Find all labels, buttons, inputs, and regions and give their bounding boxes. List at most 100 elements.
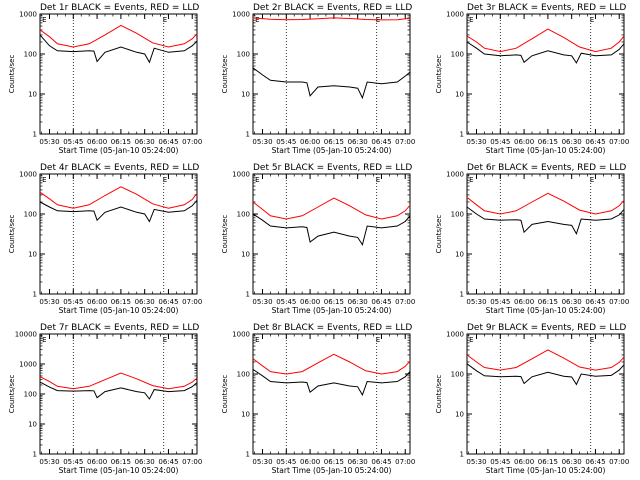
chart-title: Det 5r BLACK = Events, RED = LLD xyxy=(253,163,412,173)
eclipse-marker: E xyxy=(255,16,259,24)
x-axis-label: Start Time (05-Jan-10 05:24:00) xyxy=(272,306,392,315)
eclipse-marker: E xyxy=(163,16,167,24)
series-line-events xyxy=(39,34,198,64)
eclipse-marker: E xyxy=(42,16,46,24)
y-axis-label: Counts/sec xyxy=(435,215,443,254)
x-tick-label: 06:00 xyxy=(514,458,534,466)
x-tick-label: 06:30 xyxy=(562,138,582,146)
x-tick-label: 06:30 xyxy=(135,298,155,306)
x-tick-label: 06:30 xyxy=(135,138,155,146)
series-line-lld xyxy=(252,353,411,375)
x-tick-label: 06:30 xyxy=(562,298,582,306)
y-tick-label: 1000 xyxy=(232,11,250,19)
eclipse-marker: E xyxy=(42,336,46,344)
eclipse-marker: E xyxy=(376,336,380,344)
y-tick-label: 1000 xyxy=(19,171,37,179)
x-axis-label: Start Time (05-Jan-10 05:24:00) xyxy=(486,146,606,155)
x-tick-label: 05:30 xyxy=(252,138,272,146)
x-tick-label: 05:45 xyxy=(276,138,296,146)
series-line-events xyxy=(252,67,411,100)
x-axis-label: Start Time (05-Jan-10 05:24:00) xyxy=(272,466,392,475)
eclipse-marker: E xyxy=(255,336,259,344)
y-tick-label: 10 xyxy=(28,421,37,429)
x-tick-label: 06:45 xyxy=(158,138,178,146)
x-tick-label: 05:45 xyxy=(490,458,510,466)
x-axis-label: Start Time (05-Jan-10 05:24:00) xyxy=(486,306,606,315)
x-tick-label: 06:30 xyxy=(348,138,368,146)
chart-title: Det 3r BLACK = Events, RED = LLD xyxy=(467,3,626,13)
series-line-lld xyxy=(466,28,625,53)
y-tick-label: 10 xyxy=(455,91,464,99)
chart-title: Det 2r BLACK = Events, RED = LLD xyxy=(253,3,412,13)
x-tick-label: 06:15 xyxy=(538,138,558,146)
series-line-events xyxy=(39,381,198,400)
x-axis-label: Start Time (05-Jan-10 05:24:00) xyxy=(272,146,392,155)
y-tick-label: 1 xyxy=(246,451,250,459)
chart-panel-1: Det 1r BLACK = Events, RED = LLD E E 1 10 100… xyxy=(8,3,202,155)
y-tick-label: 100 xyxy=(24,391,37,399)
y-tick-label: 100 xyxy=(24,51,37,59)
y-tick-label: 100 xyxy=(237,211,250,219)
x-tick-label: 06:45 xyxy=(585,298,605,306)
y-tick-label: 1 xyxy=(246,131,250,139)
x-tick-label: 05:45 xyxy=(490,298,510,306)
chart-panel-7: Det 7r BLACK = Events, RED = LLD E E 1 10 100… xyxy=(8,323,202,475)
x-tick-label: 06:30 xyxy=(348,458,368,466)
x-tick-label: 05:30 xyxy=(252,298,272,306)
eclipse-marker: E xyxy=(469,16,473,24)
chart-panel-5: Det 5r BLACK = Events, RED = LLD E E 1 10 100… xyxy=(221,163,415,315)
y-tick-label: 1000 xyxy=(446,11,464,19)
y-tick-label: 100 xyxy=(237,371,250,379)
chart-title: Det 9r BLACK = Events, RED = LLD xyxy=(467,323,626,333)
chart-panel-9: Det 9r BLACK = Events, RED = LLD E E 1 10 100… xyxy=(435,323,629,475)
x-tick-label: 05:30 xyxy=(466,298,486,306)
y-axis-label: Counts/sec xyxy=(221,55,229,94)
x-tick-label: 06:15 xyxy=(111,458,131,466)
x-tick-label: 05:30 xyxy=(39,458,59,466)
x-tick-label: 07:00 xyxy=(395,298,415,306)
y-tick-label: 10 xyxy=(241,91,250,99)
y-tick-label: 1 xyxy=(33,451,37,459)
y-axis-label: Counts/sec xyxy=(221,215,229,254)
x-tick-label: 06:45 xyxy=(158,458,178,466)
x-tick-label: 06:30 xyxy=(562,458,582,466)
x-tick-label: 06:30 xyxy=(135,458,155,466)
plot-frame xyxy=(466,13,625,135)
chart-title: Det 4r BLACK = Events, RED = LLD xyxy=(40,163,199,173)
y-tick-label: 10000 xyxy=(15,331,37,339)
x-axis-label: Start Time (05-Jan-10 05:24:00) xyxy=(59,146,179,155)
x-tick-label: 05:30 xyxy=(39,138,59,146)
x-tick-label: 06:00 xyxy=(300,458,320,466)
y-tick-label: 1000 xyxy=(19,361,37,369)
series-line-lld xyxy=(466,349,625,371)
chart-panel-8: Det 8r BLACK = Events, RED = LLD E E 1 10 100… xyxy=(221,323,415,475)
y-tick-label: 10 xyxy=(241,251,250,259)
x-tick-label: 06:00 xyxy=(514,138,534,146)
y-tick-label: 10 xyxy=(28,251,37,259)
x-tick-label: 05:30 xyxy=(466,458,486,466)
x-tick-label: 07:00 xyxy=(182,138,202,146)
y-tick-label: 100 xyxy=(451,371,464,379)
eclipse-marker: E xyxy=(42,176,46,184)
y-axis-label: Counts/sec xyxy=(8,375,16,414)
y-axis-label: Counts/sec xyxy=(435,375,443,414)
x-tick-label: 06:15 xyxy=(324,138,344,146)
x-tick-label: 05:45 xyxy=(63,138,83,146)
x-tick-label: 06:30 xyxy=(348,298,368,306)
y-tick-label: 1 xyxy=(460,291,464,299)
x-tick-label: 06:15 xyxy=(538,298,558,306)
x-tick-label: 05:30 xyxy=(466,138,486,146)
x-tick-label: 06:45 xyxy=(585,138,605,146)
y-tick-label: 1000 xyxy=(446,171,464,179)
x-tick-label: 07:00 xyxy=(609,298,629,306)
chart-title: Det 8r BLACK = Events, RED = LLD xyxy=(253,323,412,333)
plot-frame xyxy=(39,173,198,295)
x-tick-label: 05:45 xyxy=(63,298,83,306)
y-tick-label: 10 xyxy=(455,411,464,419)
chart-title: Det 6r BLACK = Events, RED = LLD xyxy=(467,163,626,173)
x-tick-label: 06:00 xyxy=(87,458,107,466)
y-tick-label: 1 xyxy=(33,291,37,299)
x-tick-label: 06:00 xyxy=(300,138,320,146)
eclipse-marker: E xyxy=(590,176,594,184)
